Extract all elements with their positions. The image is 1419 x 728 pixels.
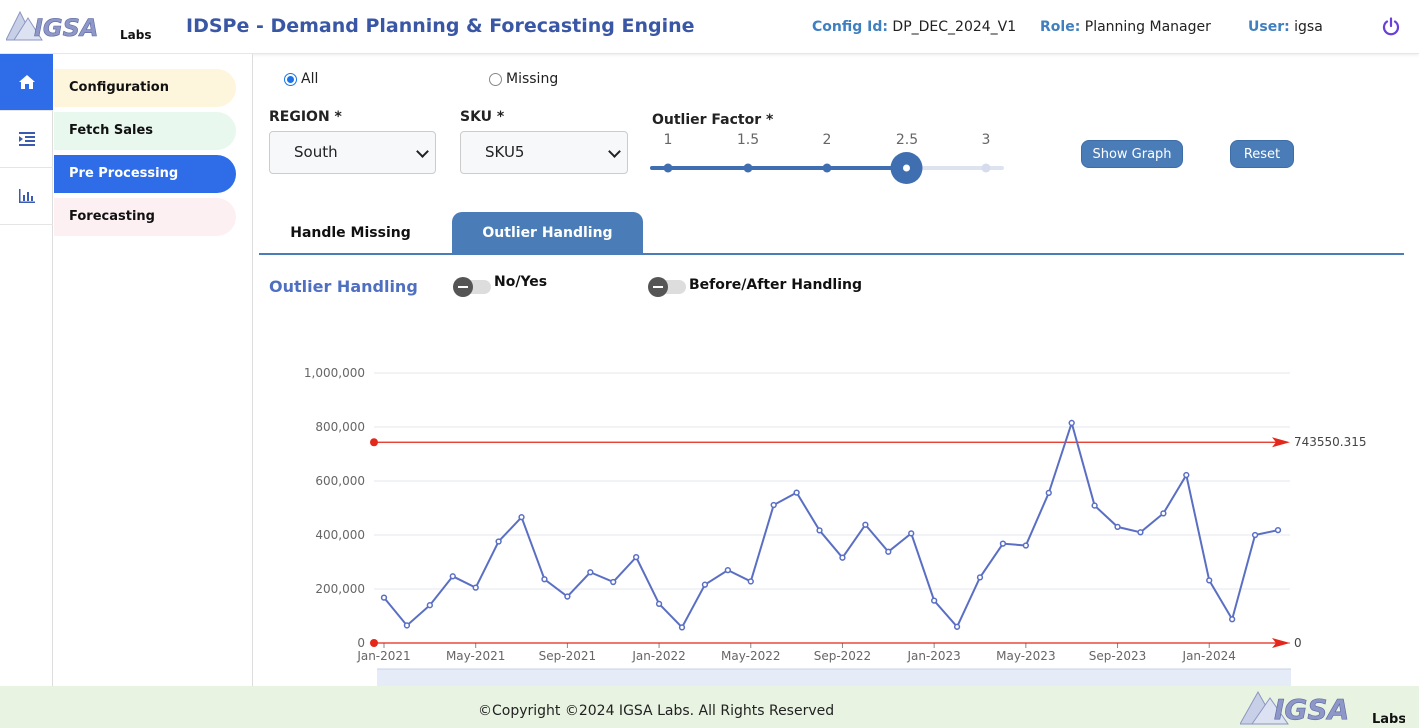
list-rail-button[interactable]: [0, 111, 53, 168]
footer: ©Copyright ©2024 IGSA Labs. All Rights R…: [0, 686, 1419, 728]
copyright-text: ©Copyright ©2024 IGSA Labs. All Rights R…: [478, 703, 835, 719]
outlier-factor-slider[interactable]: [648, 148, 1008, 188]
radio-missing[interactable]: Missing: [489, 71, 558, 87]
home-rail-button[interactable]: [0, 54, 53, 111]
slider-tick-label: 1: [663, 132, 673, 148]
region-select[interactable]: South: [269, 131, 436, 174]
role-value: Planning Manager: [1084, 19, 1211, 35]
region-label: REGION *: [269, 109, 342, 125]
slider-stop[interactable]: [663, 163, 673, 173]
slider-stop[interactable]: [822, 163, 832, 173]
tab-handle-missing[interactable]: Handle Missing: [290, 225, 411, 241]
chevron-down-icon: [416, 145, 429, 158]
no-yes-label: No/Yes: [494, 274, 548, 290]
sku-select[interactable]: SKU5: [460, 131, 628, 174]
sidebar-menu: Configuration Fetch Sales Pre Processing…: [53, 54, 253, 686]
before-after-label: Before/After Handling: [689, 277, 863, 293]
radio-missing-label: Missing: [506, 71, 559, 87]
radio-all-label: All: [301, 71, 319, 87]
slider-stop[interactable]: [743, 163, 753, 173]
config-id: Config Id: DP_DEC_2024_V1: [812, 19, 1016, 35]
toggle-knob[interactable]: [453, 277, 473, 297]
sku-value: SKU5: [485, 143, 525, 161]
sidebar-item-forecasting[interactable]: Forecasting: [54, 198, 236, 236]
sidebar-item-pre-processing[interactable]: Pre Processing: [54, 155, 236, 193]
sku-label: SKU *: [460, 109, 505, 125]
igsa-logo[interactable]: IGSA Labs: [6, 10, 151, 44]
footer-logo-sub: Labs: [1372, 712, 1405, 726]
user: User: igsa: [1248, 19, 1323, 35]
footer-igsa-logo: IGSA Labs: [1240, 690, 1405, 726]
no-yes-toggle[interactable]: [453, 277, 491, 297]
footer-logo-text: IGSA: [1274, 693, 1349, 726]
outlier-factor-label: Outlier Factor *: [652, 112, 774, 128]
chart-rail-button[interactable]: [0, 168, 53, 225]
icon-rail: [0, 54, 53, 686]
logo-text: IGSA: [34, 14, 99, 42]
toggle-knob[interactable]: [648, 277, 668, 297]
sidebar-item-configuration[interactable]: Configuration: [54, 69, 236, 107]
config-id-value: DP_DEC_2024_V1: [892, 19, 1017, 35]
config-id-label: Config Id:: [812, 19, 888, 35]
home-icon: [18, 75, 35, 89]
tab-outlier-handling[interactable]: Outlier Handling: [452, 212, 643, 254]
radio-missing-dot[interactable]: [489, 72, 502, 86]
reset-button[interactable]: Reset: [1230, 140, 1294, 168]
main-panel: All Missing REGION * South SKU * SKU5 Ou…: [259, 68, 1404, 688]
role-label: Role:: [1040, 19, 1081, 35]
slider-tick-label: 1.5: [736, 132, 760, 148]
tab-divider: [259, 253, 1404, 255]
slider-stop[interactable]: [981, 163, 991, 173]
show-graph-button[interactable]: Show Graph: [1081, 140, 1183, 168]
app-header: IGSA Labs IDSPe - Demand Planning & Fore…: [0, 0, 1419, 54]
slider-tick-label: 2.5: [895, 132, 919, 148]
slider-tick-label: 3: [981, 132, 991, 148]
slider-thumb-dot: [903, 164, 910, 172]
radio-all[interactable]: All: [284, 71, 318, 87]
section-title: Outlier Handling: [269, 277, 418, 296]
radio-all-dot[interactable]: [284, 72, 297, 86]
user-value: igsa: [1294, 19, 1323, 35]
region-value: South: [294, 143, 338, 161]
slider-tick-label: 2: [822, 132, 832, 148]
bar-chart-icon: [18, 189, 35, 203]
chevron-down-icon: [608, 145, 621, 158]
power-icon[interactable]: [1381, 17, 1401, 37]
app-title: IDSPe - Demand Planning & Forecasting En…: [186, 15, 695, 37]
before-after-toggle[interactable]: [648, 277, 686, 297]
sidebar-item-fetch-sales[interactable]: Fetch Sales: [54, 112, 236, 150]
logo-sub: Labs: [120, 28, 151, 42]
indent-list-icon: [18, 132, 35, 146]
user-label: User:: [1248, 19, 1290, 35]
role: Role: Planning Manager: [1040, 19, 1211, 35]
